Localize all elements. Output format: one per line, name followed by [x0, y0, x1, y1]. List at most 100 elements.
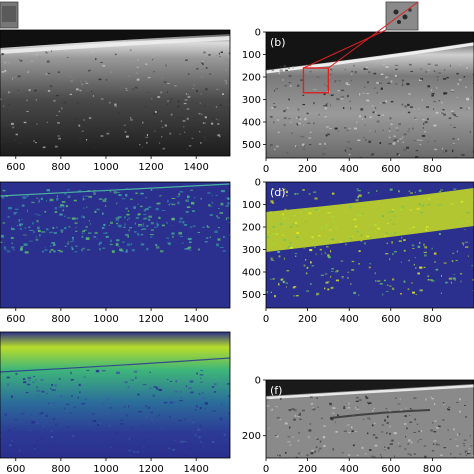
- texture-speck: [286, 152, 289, 154]
- texture-speck: [285, 69, 289, 71]
- texture-speck: [349, 148, 352, 150]
- texture-speck: [201, 62, 203, 64]
- texture-speck: [22, 234, 27, 236]
- texture-speck: [320, 274, 324, 276]
- texture-speck: [8, 91, 10, 94]
- texture-speck: [399, 398, 401, 400]
- texture-speck: [44, 249, 48, 252]
- texture-speck: [280, 278, 283, 281]
- texture-speck: [104, 198, 107, 200]
- texture-speck: [31, 60, 33, 62]
- texture-speck: [184, 442, 187, 446]
- texture-speck: [318, 235, 321, 237]
- texture-speck: [330, 74, 332, 75]
- texture-speck: [272, 278, 275, 280]
- texture-speck: [375, 190, 378, 192]
- texture-speck: [444, 69, 446, 71]
- texture-speck: [427, 69, 431, 71]
- texture-speck: [136, 66, 139, 69]
- texture-speck: [12, 77, 13, 80]
- texture-speck: [296, 123, 299, 126]
- texture-speck: [328, 76, 330, 79]
- texture-speck: [457, 138, 460, 140]
- texture-speck: [58, 110, 61, 113]
- texture-speck: [198, 435, 201, 439]
- texture-speck: [52, 226, 55, 230]
- texture-speck: [98, 243, 101, 246]
- texture-speck: [177, 117, 180, 119]
- texture-speck: [59, 212, 62, 215]
- texture-speck: [470, 96, 472, 99]
- texture-speck: [189, 249, 192, 252]
- texture-speck: [295, 255, 297, 257]
- texture-speck: [396, 129, 399, 131]
- texture-speck: [207, 192, 211, 194]
- texture-speck: [330, 275, 332, 278]
- x-tick-label-c: 600: [6, 314, 25, 325]
- texture-speck: [330, 94, 334, 97]
- texture-speck: [178, 231, 183, 235]
- texture-speck: [469, 130, 472, 133]
- texture-speck: [31, 222, 34, 225]
- texture-speck: [410, 409, 413, 411]
- texture-speck: [193, 117, 196, 120]
- texture-speck: [295, 456, 298, 458]
- texture-speck: [358, 263, 361, 265]
- texture-speck: [406, 427, 408, 430]
- texture-speck: [459, 273, 463, 275]
- texture-speck: [392, 253, 394, 256]
- texture-speck: [135, 72, 139, 75]
- texture-speck: [368, 140, 372, 143]
- texture-speck: [437, 425, 441, 428]
- texture-speck: [59, 205, 63, 208]
- texture-speck: [347, 407, 351, 409]
- texture-speck: [8, 444, 12, 447]
- texture-speck: [364, 453, 367, 455]
- texture-speck: [184, 66, 186, 68]
- texture-speck: [115, 243, 119, 246]
- texture-speck: [442, 77, 447, 80]
- texture-speck: [361, 118, 364, 121]
- texture-speck: [296, 123, 298, 125]
- x-tick-label-f: 800: [423, 464, 442, 474]
- texture-speck: [410, 70, 413, 73]
- texture-speck: [29, 429, 31, 432]
- texture-speck: [167, 199, 169, 203]
- texture-speck: [22, 410, 25, 413]
- texture-speck: [199, 130, 201, 133]
- texture-speck: [340, 260, 344, 262]
- texture-speck: [151, 98, 153, 100]
- texture-speck: [468, 451, 470, 453]
- texture-speck: [466, 216, 469, 218]
- texture-speck: [169, 132, 172, 135]
- texture-speck: [188, 387, 192, 389]
- texture-speck: [172, 448, 175, 451]
- texture-speck: [33, 445, 37, 448]
- texture-speck: [310, 403, 314, 405]
- texture-speck: [27, 376, 32, 380]
- texture-speck: [330, 68, 333, 71]
- texture-speck: [456, 96, 458, 98]
- texture-speck: [285, 190, 288, 194]
- texture-speck: [127, 386, 130, 389]
- texture-speck: [309, 249, 313, 252]
- texture-speck: [5, 195, 9, 197]
- texture-speck: [41, 390, 45, 393]
- texture-speck: [116, 239, 120, 242]
- texture-speck: [166, 221, 168, 224]
- texture-speck: [145, 405, 148, 408]
- texture-speck: [395, 83, 398, 85]
- texture-speck: [168, 447, 171, 450]
- texture-speck: [348, 403, 350, 405]
- texture-speck: [223, 433, 226, 437]
- texture-speck: [203, 138, 207, 141]
- texture-speck: [317, 450, 320, 452]
- texture-speck: [19, 449, 20, 452]
- texture-speck: [377, 114, 381, 116]
- texture-speck: [372, 456, 376, 458]
- texture-speck: [54, 423, 58, 426]
- texture-speck: [168, 415, 171, 418]
- texture-speck: [150, 229, 154, 231]
- texture-speck: [163, 401, 168, 404]
